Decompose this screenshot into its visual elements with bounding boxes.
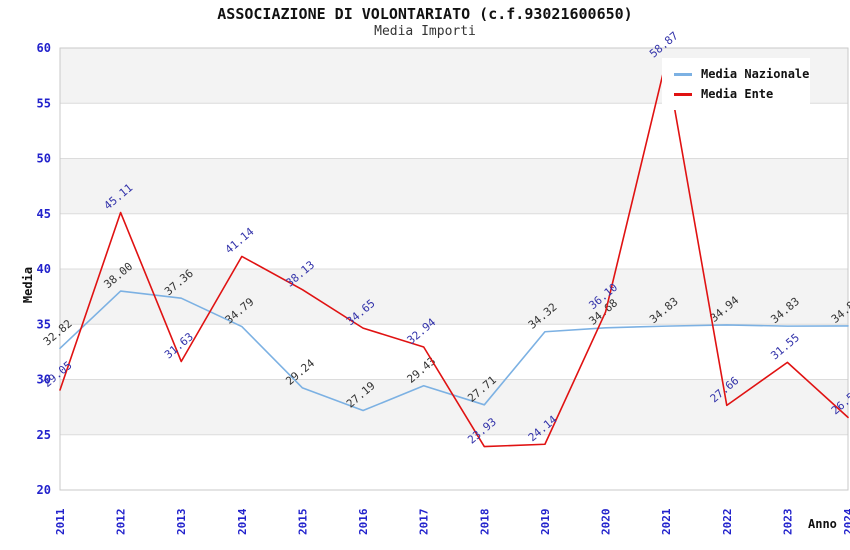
legend: Media Nazionale Media Ente xyxy=(662,58,810,110)
x-tick-label-2011: 2011 xyxy=(54,508,67,535)
y-tick-label: 25 xyxy=(37,428,51,442)
x-tick-label-2012: 2012 xyxy=(115,509,128,536)
x-tick-label-2014: 2014 xyxy=(236,508,249,535)
line-media-ente xyxy=(59,59,849,448)
data-label: 41.14 xyxy=(223,225,257,256)
x-tick-label-2018: 2018 xyxy=(478,509,491,536)
x-tick-label-2015: 2015 xyxy=(296,509,309,536)
chart-subtitle: Media Importi xyxy=(374,24,476,39)
plot-band xyxy=(60,158,848,214)
y-tick-label: 40 xyxy=(37,262,51,276)
legend-label-nazionale: Media Nazionale xyxy=(701,67,810,81)
chart-title: ASSOCIAZIONE DI VOLONTARIATO (c.f.930216… xyxy=(217,5,633,23)
x-tick-label-2024: 2024 xyxy=(842,508,850,535)
data-label: 31.55 xyxy=(768,331,802,362)
legend-item-media-nazionale: Media Nazionale xyxy=(674,64,810,84)
y-axis-title: Media xyxy=(21,266,35,304)
x-tick-label-2022: 2022 xyxy=(721,509,734,536)
legend-swatch-nazionale-icon xyxy=(674,72,692,76)
y-tick-label: 20 xyxy=(37,483,51,497)
x-tick-label-2016: 2016 xyxy=(357,508,370,535)
y-tick-label: 55 xyxy=(37,96,51,110)
y-tick-label: 35 xyxy=(37,317,51,331)
y-tick-label: 50 xyxy=(37,152,51,166)
legend-label-ente: Media Ente xyxy=(701,87,774,101)
plot-band xyxy=(60,379,848,435)
legend-swatch-ente-icon xyxy=(674,92,692,96)
x-tick-label-2019: 2019 xyxy=(539,509,552,536)
legend-item-media-ente: Media Ente xyxy=(674,84,810,104)
plot-band xyxy=(60,269,848,325)
x-tick-label-2023: 2023 xyxy=(781,509,794,536)
y-tick-label: 45 xyxy=(37,207,51,221)
y-tick-label: 60 xyxy=(37,41,51,55)
x-axis-title: Anno xyxy=(808,517,837,531)
x-tick-label-2021: 2021 xyxy=(660,508,673,535)
x-tick-label-2020: 2020 xyxy=(600,509,613,536)
plot-border xyxy=(59,47,849,491)
x-tick-label-2013: 2013 xyxy=(175,509,188,536)
x-tick-label-2017: 2017 xyxy=(418,509,431,536)
y-tick-label: 30 xyxy=(37,373,51,387)
